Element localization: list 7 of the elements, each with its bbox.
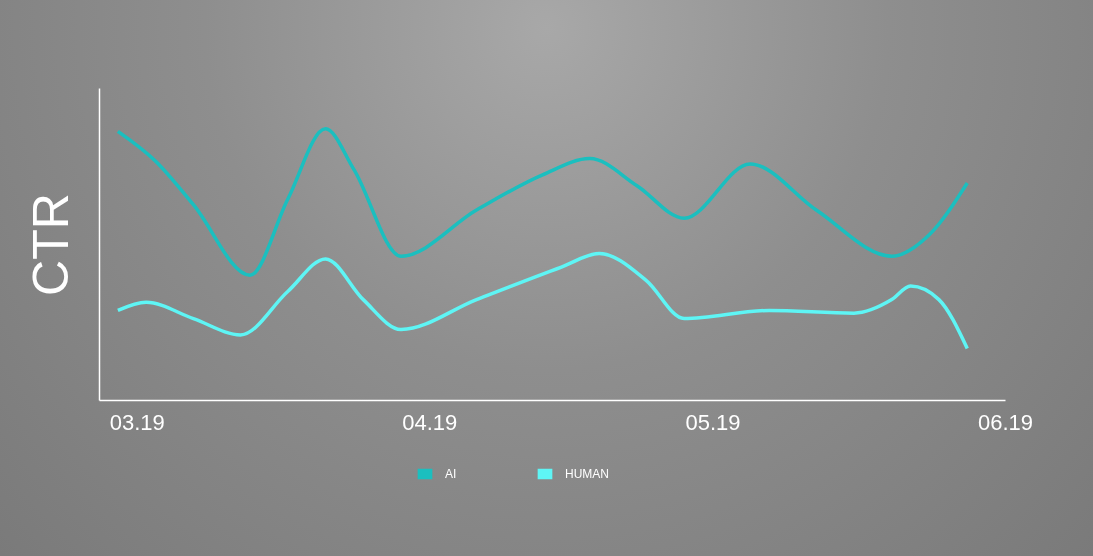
- legend-label: HUMAN: [565, 467, 609, 481]
- x-tick-label: 06.19: [977, 409, 1034, 435]
- x-tick-label: 04.19: [402, 409, 458, 435]
- x-tick-label: 05.19: [685, 409, 741, 435]
- x-tick-label: 03.19: [109, 409, 165, 435]
- y-axis-title: CTR: [22, 193, 79, 296]
- legend-label: AI: [445, 467, 457, 481]
